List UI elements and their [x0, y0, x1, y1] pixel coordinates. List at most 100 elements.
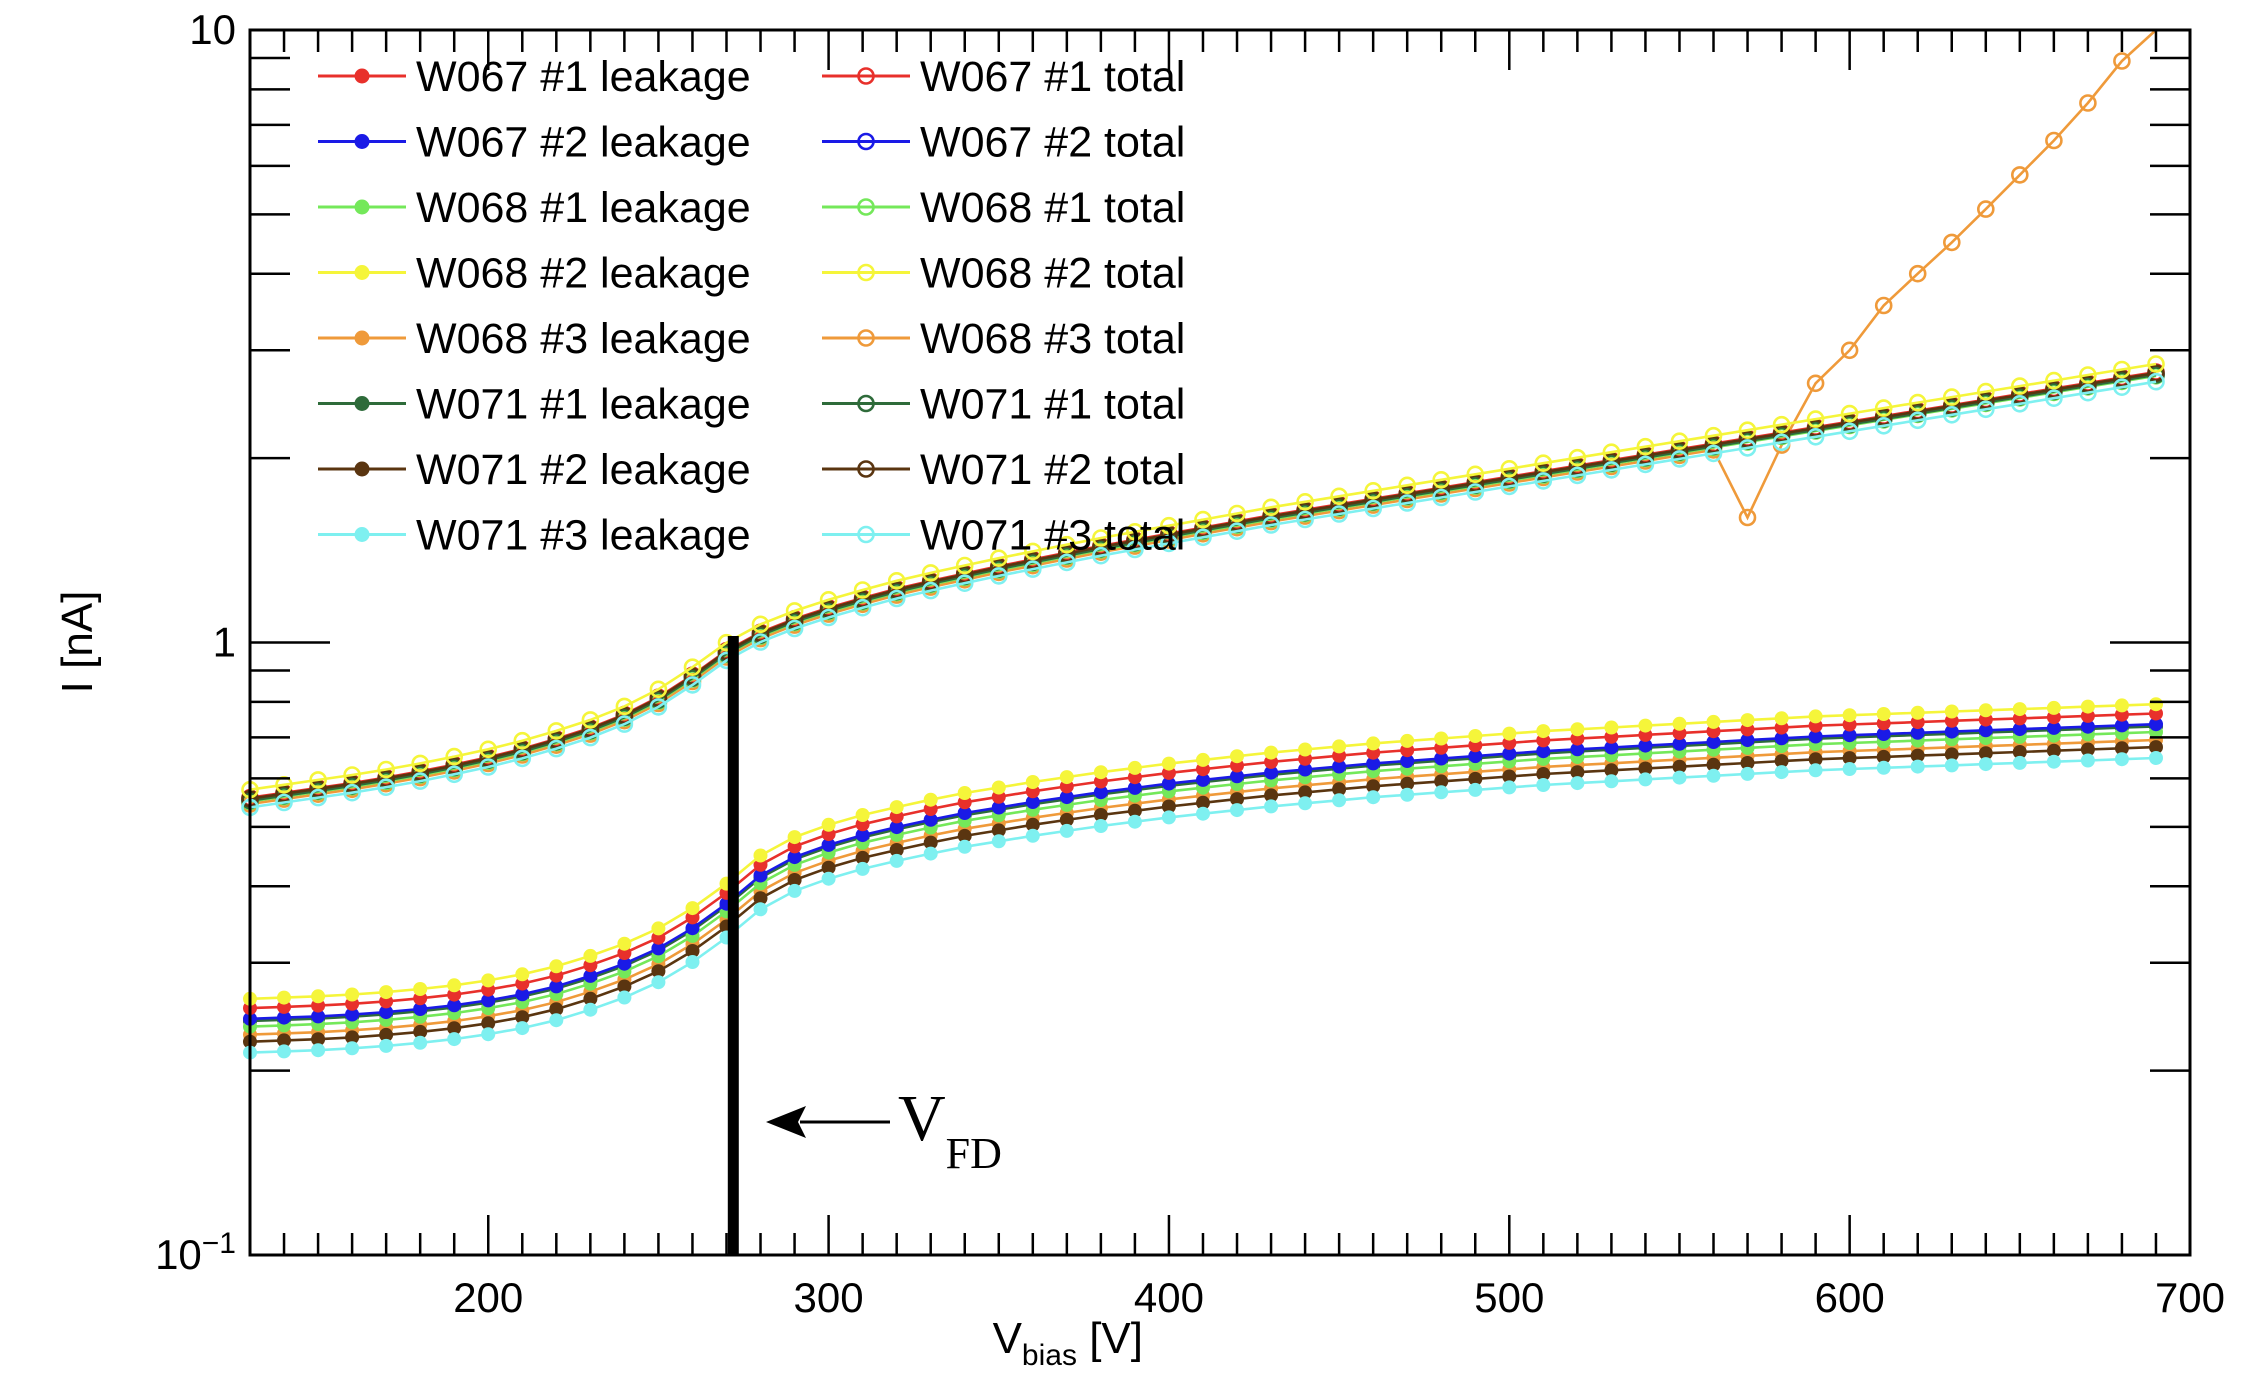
data-point	[1636, 455, 1655, 474]
data-point	[955, 574, 974, 593]
data-point	[651, 941, 666, 956]
legend-label: W067 #1 leakage	[416, 53, 751, 101]
data-point	[819, 590, 838, 609]
legend-marker	[857, 394, 875, 413]
data-point	[921, 581, 940, 600]
data-point	[1876, 727, 1891, 741]
data-point	[377, 778, 395, 797]
data-point	[1364, 481, 1382, 500]
data-point	[1468, 771, 1483, 786]
data-point	[447, 998, 462, 1013]
vfd-arrow-head	[766, 1106, 806, 1138]
data-point	[311, 1032, 326, 1047]
data-point	[379, 1027, 394, 1042]
data-point	[2012, 702, 2027, 717]
legend-label: W071 #1 leakage	[416, 381, 751, 429]
data-point	[1366, 756, 1381, 771]
data-point	[617, 990, 632, 1005]
data-point	[1840, 404, 1859, 423]
data-point	[2045, 371, 2063, 390]
legend-entry: W067 #2 leakage	[318, 119, 751, 167]
legend-marker	[354, 134, 370, 149]
data-point	[1638, 718, 1653, 733]
data-point	[617, 979, 632, 994]
data-point	[1058, 535, 1076, 554]
series-line	[249, 380, 2157, 809]
data-point	[1672, 716, 1687, 731]
data-point	[753, 902, 768, 917]
data-point	[855, 850, 870, 865]
data-point	[1806, 410, 1825, 428]
legend-entry: W067 #2 total	[822, 119, 1185, 167]
y-axis-title: I [nA]	[53, 591, 102, 694]
legend-label: W071 #1 total	[920, 381, 1185, 429]
data-point	[515, 967, 530, 982]
data-point	[2147, 364, 2165, 382]
y-tick-label: 1	[213, 619, 236, 666]
data-point	[1502, 726, 1517, 741]
legend-marker	[857, 198, 875, 216]
data-point	[345, 1007, 360, 1022]
data-point	[2080, 742, 2095, 757]
x-axis-title-sub: bias	[1022, 1339, 1077, 1372]
legend-entry: W068 #2 leakage	[318, 250, 751, 298]
data-point	[1977, 400, 1995, 419]
data-point	[277, 1033, 291, 1048]
data-point	[581, 728, 600, 747]
data-point	[1298, 762, 1313, 777]
data-point	[547, 722, 566, 740]
data-point	[1228, 522, 1246, 541]
data-point	[1332, 782, 1347, 797]
data-point	[2045, 389, 2063, 408]
series-line	[249, 362, 2157, 791]
data-point	[923, 835, 938, 850]
data-point	[1025, 828, 1040, 843]
data-point	[1434, 774, 1449, 789]
data-point	[991, 834, 1006, 849]
data-point	[2045, 131, 2063, 150]
data-point	[1638, 761, 1653, 776]
data-point	[1672, 736, 1687, 751]
data-point	[481, 1027, 496, 1042]
data-point	[957, 839, 972, 854]
data-point	[2079, 383, 2097, 402]
data-point	[649, 680, 668, 699]
legend-entry: W071 #1 total	[822, 381, 1185, 429]
data-point	[1842, 728, 1857, 743]
data-point	[957, 786, 972, 800]
data-point	[411, 772, 430, 790]
data-point	[2011, 166, 2029, 184]
data-point	[1874, 296, 1893, 315]
data-point	[1738, 439, 1757, 457]
data-point	[617, 936, 632, 951]
series-w068-2-total	[241, 355, 2165, 799]
data-point	[787, 883, 802, 898]
data-point	[923, 846, 938, 861]
data-point	[887, 589, 906, 608]
data-point	[2114, 752, 2129, 767]
data-point	[1262, 516, 1280, 534]
data-point	[1126, 522, 1144, 541]
data-point	[821, 871, 836, 886]
data-point	[2113, 360, 2131, 379]
legend-marker	[857, 460, 875, 478]
data-point	[1264, 788, 1279, 803]
data-point	[1160, 516, 1178, 535]
data-point	[1502, 746, 1517, 761]
series-w071-2-leakage	[243, 740, 2163, 1049]
legend-entry: W068 #1 total	[822, 184, 1185, 232]
data-point	[1774, 711, 1789, 726]
data-point	[1298, 742, 1313, 757]
data-point	[1196, 806, 1210, 821]
data-point	[1093, 819, 1108, 833]
data-point	[1024, 560, 1042, 578]
data-point	[1910, 748, 1925, 763]
data-point	[1774, 765, 1789, 780]
x-tick-label: 400	[1134, 1274, 1204, 1321]
data-point	[1840, 341, 1859, 360]
data-point	[1296, 510, 1314, 529]
data-point	[481, 1016, 496, 1031]
data-point	[1194, 510, 1212, 529]
legend-marker	[354, 330, 370, 346]
